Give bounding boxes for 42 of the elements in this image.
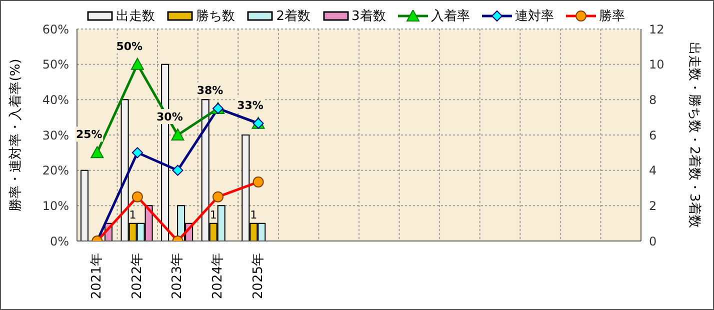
data-label: 1 (250, 208, 258, 222)
point (171, 128, 184, 140)
x-tick-label: 2025年 (250, 253, 266, 300)
y2-tick-label: 12 (649, 22, 664, 36)
y-tick-label: 40% (42, 92, 69, 107)
x-tick-label: 2024年 (210, 253, 226, 300)
y2-tick-label: 4 (649, 164, 657, 178)
x-tick-label: 2022年 (130, 253, 145, 300)
y2-tick-label: 8 (649, 92, 657, 107)
y2-axis-title: 出走数・勝ち数・2着数・3着数 (686, 42, 702, 228)
legend-label: 勝ち数 (196, 8, 236, 25)
legend-label: 出走数 (116, 8, 156, 25)
data-label: 1 (129, 208, 136, 222)
y2-tick-label: 0 (649, 234, 657, 248)
x-tick-label: 2021年 (90, 253, 105, 300)
y-axis-title: 勝率・連対率・入着率(%) (8, 58, 24, 212)
data-label: 38% (196, 84, 224, 97)
y2-tick-label: 2 (649, 198, 657, 213)
y-tick-label: 10% (42, 198, 69, 213)
legend-label: 3着数 (352, 8, 386, 25)
point (132, 147, 143, 158)
legend-label: 入着率 (430, 8, 470, 25)
legend-label: 2着数 (276, 8, 310, 25)
data-label: 33% (237, 98, 264, 112)
y-tick-label: 30% (42, 128, 69, 142)
y-tick-label: 0% (50, 234, 69, 248)
data-label: 30% (156, 110, 183, 124)
y-tick-label: 60% (42, 22, 69, 36)
point (130, 58, 144, 70)
point (90, 146, 104, 158)
legend-label: 連対率 (514, 8, 554, 25)
x-tick-label: 2023年 (170, 253, 186, 300)
point (172, 164, 184, 176)
y2-tick-label: 6 (649, 128, 657, 142)
data-label: 25% (76, 128, 102, 142)
legend-label: 勝率 (598, 8, 625, 25)
y-tick-label: 50% (42, 58, 69, 72)
bar (80, 170, 88, 241)
y-tick-label: 20% (42, 164, 69, 178)
y2-tick-label: 10 (649, 58, 664, 72)
data-label: 50% (116, 40, 143, 53)
data-label: 1 (210, 208, 217, 222)
